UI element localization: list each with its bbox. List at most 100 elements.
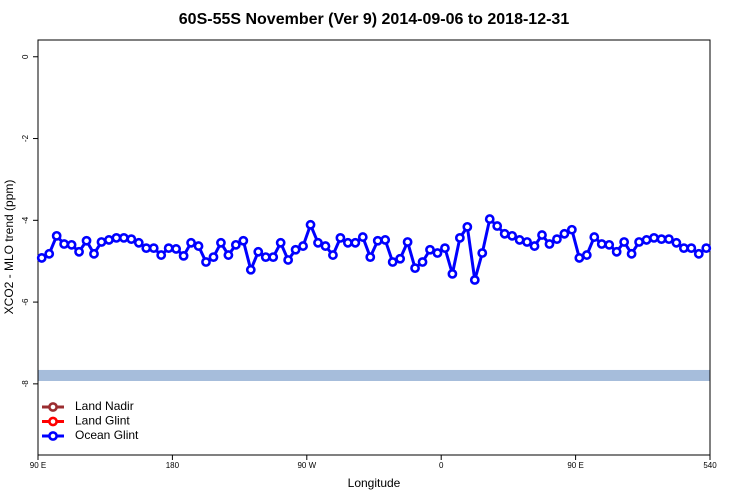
y-tick-label: -2: [21, 134, 30, 142]
point: [335, 232, 346, 243]
point: [514, 235, 525, 245]
point: [522, 237, 532, 247]
point: [447, 268, 458, 279]
x-tick-label: 90 E: [30, 461, 46, 470]
point: [156, 250, 167, 260]
point: [507, 230, 518, 241]
point: [678, 243, 689, 254]
point: [163, 243, 174, 254]
point: [89, 248, 99, 259]
point: [402, 237, 413, 247]
legend-label: Ocean Glint: [75, 428, 139, 442]
point: [387, 257, 398, 267]
point: [581, 250, 592, 260]
x-tick-label: 0: [439, 461, 444, 470]
point: [51, 230, 62, 241]
point: [604, 239, 615, 250]
point: [59, 239, 70, 249]
point: [148, 243, 159, 254]
point: [440, 243, 450, 254]
point: [544, 239, 555, 249]
x-tick-label: 90 E: [567, 461, 583, 470]
y-axis-title: XCO2 - MLO trend (ppm): [2, 180, 16, 315]
point: [656, 234, 667, 245]
point: [208, 252, 219, 263]
point: [260, 252, 271, 263]
point: [566, 224, 577, 235]
point: [133, 237, 144, 248]
point: [126, 234, 137, 245]
point: [372, 235, 383, 246]
legend-marker: [48, 416, 58, 427]
point: [484, 214, 495, 224]
reference-band: [38, 369, 710, 381]
point: [201, 257, 211, 267]
point: [589, 232, 600, 242]
point: [141, 243, 152, 254]
point: [66, 239, 77, 250]
point: [619, 237, 630, 247]
point: [290, 244, 301, 255]
point: [425, 244, 435, 255]
point: [671, 237, 682, 248]
point: [410, 263, 420, 274]
point: [574, 253, 585, 263]
point: [552, 234, 562, 245]
point: [186, 237, 196, 248]
point: [469, 275, 480, 285]
point: [178, 250, 189, 261]
point: [245, 264, 256, 275]
point: [36, 253, 47, 263]
point: [193, 241, 204, 251]
point: [216, 237, 226, 248]
y-tick-label: -4: [21, 216, 30, 224]
point: [275, 237, 286, 248]
point: [298, 241, 308, 251]
point: [649, 232, 659, 243]
point: [611, 246, 622, 257]
point: [96, 237, 107, 247]
point: [537, 230, 547, 240]
legend-label: Land Nadir: [75, 399, 134, 413]
point: [238, 235, 249, 246]
point: [395, 253, 406, 264]
point: [693, 248, 704, 259]
point: [230, 239, 241, 250]
point: [701, 243, 712, 254]
point: [171, 244, 182, 254]
point: [104, 235, 114, 245]
point: [223, 250, 234, 260]
point: [74, 246, 84, 257]
point: [305, 219, 316, 230]
chart-title: 60S-55S November (Ver 9) 2014-09-06 to 2…: [179, 11, 570, 28]
point: [664, 234, 674, 245]
point: [268, 252, 279, 263]
point: [357, 232, 368, 242]
legend-marker: [48, 402, 58, 412]
point: [313, 237, 323, 248]
point: [350, 237, 361, 248]
y-tick-label: -6: [21, 298, 30, 306]
point: [81, 235, 92, 246]
point: [365, 252, 376, 263]
point: [529, 241, 540, 251]
point: [417, 257, 428, 267]
point: [626, 248, 637, 259]
point: [283, 255, 294, 265]
point: [253, 246, 264, 257]
x-axis-title: Longitude: [348, 476, 401, 490]
y-tick-label: -8: [21, 380, 30, 388]
point: [492, 221, 503, 231]
legend-marker: [48, 431, 58, 441]
point: [641, 235, 652, 245]
x-tick-label: 180: [166, 461, 180, 470]
point: [432, 248, 443, 258]
point: [118, 232, 129, 243]
point: [634, 237, 644, 247]
point: [499, 228, 510, 239]
point: [111, 232, 122, 243]
point: [320, 241, 331, 251]
point: [596, 239, 607, 249]
point: [342, 237, 353, 248]
